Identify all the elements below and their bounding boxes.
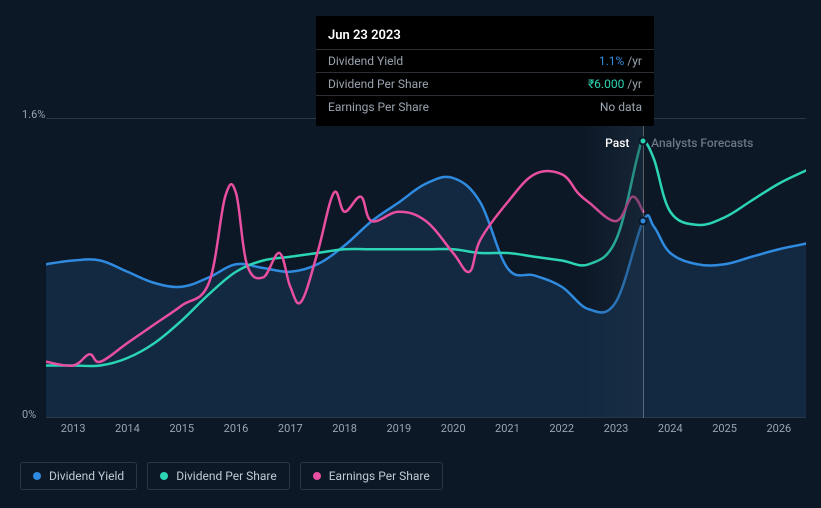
cursor-line <box>643 118 644 418</box>
legend-dot-icon <box>313 472 321 480</box>
series-fill <box>46 177 806 418</box>
y-axis-max: 1.6% <box>22 108 45 121</box>
x-tick-label: 2014 <box>115 422 140 435</box>
x-tick-label: 2016 <box>224 422 249 435</box>
y-axis-min: 0% <box>22 408 36 421</box>
x-tick-label: 2017 <box>278 422 303 435</box>
tooltip-metric-label: Dividend Per Share <box>328 77 429 91</box>
tooltip-row: Earnings Per Share No data <box>316 95 654 118</box>
tooltip-metric-value: 1.1% /yr <box>599 54 642 68</box>
tooltip-date: Jun 23 2023 <box>316 24 654 49</box>
legend-item[interactable]: Dividend Yield <box>20 462 137 490</box>
tooltip-metric-value: ₹6.000 /yr <box>588 77 642 91</box>
gridline-bottom <box>46 417 806 418</box>
legend-item[interactable]: Earnings Per Share <box>300 462 443 490</box>
legend-dot-icon <box>160 472 168 480</box>
series-marker <box>639 217 648 226</box>
x-tick-label: 2020 <box>441 422 466 435</box>
x-tick-label: 2026 <box>766 422 791 435</box>
chart-svg <box>46 118 806 418</box>
x-tick-label: 2015 <box>169 422 194 435</box>
x-tick-label: 2018 <box>332 422 357 435</box>
legend-label: Dividend Yield <box>49 469 124 483</box>
x-tick-label: 2024 <box>658 422 683 435</box>
x-tick-label: 2021 <box>495 422 520 435</box>
x-tick-label: 2025 <box>712 422 737 435</box>
legend-item[interactable]: Dividend Per Share <box>147 462 290 490</box>
tooltip-metric-label: Earnings Per Share <box>328 100 429 114</box>
tooltip-row: Dividend Per Share ₹6.000 /yr <box>316 72 654 95</box>
x-tick-label: 2022 <box>549 422 574 435</box>
x-tick-label: 2013 <box>61 422 86 435</box>
series-marker <box>639 136 648 145</box>
tooltip-metric-label: Dividend Yield <box>328 54 403 68</box>
x-tick-label: 2023 <box>604 422 629 435</box>
x-tick-label: 2019 <box>386 422 411 435</box>
chart-tooltip: Jun 23 2023 Dividend Yield1.1% /yrDivide… <box>316 16 654 126</box>
x-axis: 2013 2014 2015 2016 2017 2018 2019 2020 2021 2022… <box>46 422 806 442</box>
chart-plot-area[interactable]: Past Analysts Forecasts <box>46 118 806 418</box>
tooltip-metric-value: No data <box>600 100 642 114</box>
chart-container: 1.6% 0% Past Analysts Forecasts 20132014… <box>20 108 807 428</box>
legend-label: Dividend Per Share <box>176 469 277 483</box>
period-label-past: Past <box>605 136 629 150</box>
chart-legend: Dividend Yield Dividend Per Share Earnings… <box>20 462 443 490</box>
period-label-forecast: Analysts Forecasts <box>651 136 753 150</box>
tooltip-row: Dividend Yield 1.1% /yr <box>316 49 654 72</box>
legend-label: Earnings Per Share <box>329 469 430 483</box>
legend-dot-icon <box>33 472 41 480</box>
past-period-shade <box>583 118 643 418</box>
